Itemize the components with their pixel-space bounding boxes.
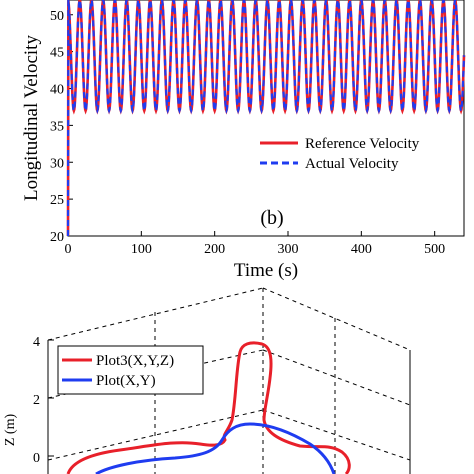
z-tick-0: 0	[33, 451, 40, 466]
velocity-series	[66, 0, 466, 237]
panel-label-b: (b)	[260, 207, 283, 229]
velocity-legend: Reference Velocity Actual Velocity	[260, 136, 420, 172]
velocity-axes-ticks: 0 100 200 300 400 500 20 25 30 35 40 45 50	[50, 9, 445, 257]
y-tick-label: 20	[50, 230, 64, 245]
y-tick-label: 30	[50, 156, 64, 171]
velocity-xlabel: Time (s)	[234, 260, 298, 281]
x-tick-label: 100	[131, 242, 152, 257]
y-tick-label: 25	[50, 193, 64, 208]
z-axis: 4 2 0 Z (m)	[3, 335, 54, 466]
y-tick-label: 35	[50, 119, 64, 134]
3d-legend-box	[57, 345, 204, 395]
velocity-ylabel: Longitudinal Velocity	[21, 35, 42, 201]
y-tick-label: 40	[50, 83, 64, 98]
trajectory-3d-chart: 4 2 0 Z (m) Plot3(X,Y,Z) Plot(X,Y)	[3, 287, 411, 474]
z-axis-label: Z (m)	[3, 414, 18, 447]
z-tick-2: 2	[33, 393, 40, 408]
trajectory-2d-blue	[95, 422, 336, 474]
trajectory-3d-red	[66, 341, 351, 474]
x-tick-label: 500	[424, 242, 445, 257]
z-tick-4: 4	[33, 335, 40, 350]
series-actual-velocity	[66, 0, 466, 237]
x-tick-label: 200	[204, 242, 225, 257]
legend-label-actual: Actual Velocity	[305, 156, 399, 172]
x-tick-label: 300	[278, 242, 299, 257]
legend-label-plot: Plot(X,Y)	[96, 373, 156, 389]
legend-label-plot3: Plot3(X,Y,Z)	[96, 353, 174, 369]
y-tick-label: 50	[50, 9, 64, 24]
3d-legend: Plot3(X,Y,Z) Plot(X,Y)	[57, 345, 204, 395]
legend-label-reference: Reference Velocity	[305, 136, 420, 152]
y-tick-label: 45	[50, 46, 64, 61]
x-tick-label: 0	[65, 242, 72, 257]
x-tick-label: 400	[351, 242, 372, 257]
velocity-chart: 0 100 200 300 400 500 20 25 30 35 40 45 50 Longitudi…	[21, 0, 466, 281]
